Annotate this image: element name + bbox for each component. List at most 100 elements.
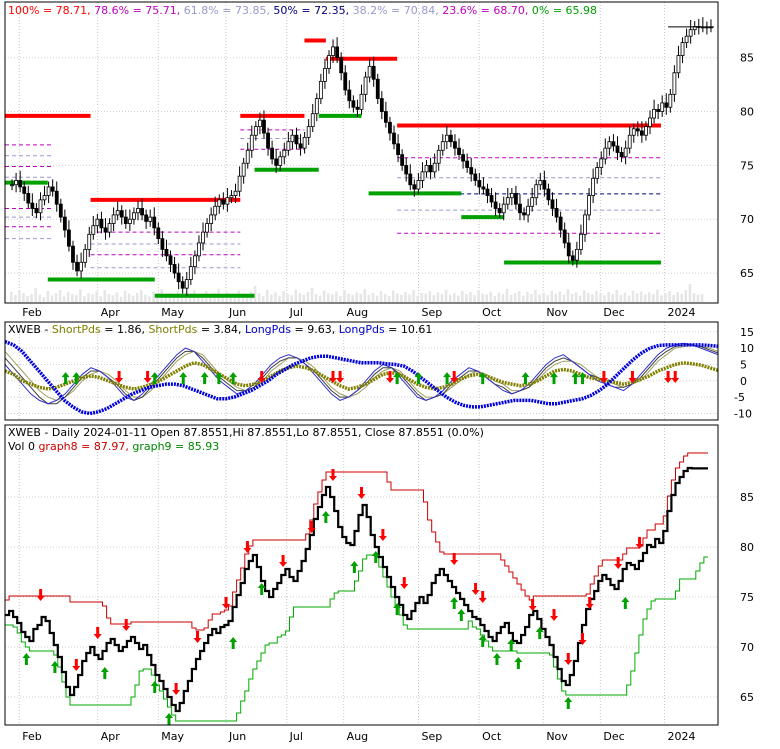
- candle-body: [522, 212, 526, 216]
- volume-bar: [452, 293, 456, 302]
- volume-bar: [34, 288, 37, 302]
- trail-month-label: Jun: [228, 730, 246, 743]
- candle-body: [241, 162, 246, 177]
- trail-buy-arrow: [450, 597, 459, 609]
- candle-body: [412, 184, 417, 190]
- candle-body: [168, 255, 173, 265]
- volume-bar: [367, 294, 371, 302]
- volume-bar: [652, 294, 655, 302]
- volume-bar: [562, 294, 566, 302]
- trail-buy-arrow: [514, 657, 523, 669]
- candle-body: [639, 130, 644, 136]
- candle-body: [331, 46, 335, 56]
- trail-buy-arrow: [535, 627, 544, 639]
- volume-bar: [156, 294, 159, 302]
- volume-bar: [310, 288, 314, 302]
- osc-raw-line: [4, 344, 719, 401]
- candle-body: [509, 192, 514, 199]
- volume-bar: [656, 289, 659, 302]
- candle-body: [282, 149, 287, 158]
- osc-y-tick-label: -10: [734, 407, 752, 420]
- candle-body: [388, 121, 392, 134]
- volume-bar: [408, 294, 411, 302]
- candle-body: [132, 212, 136, 220]
- close-step-line: [5, 466, 708, 713]
- price-y-tick-label: 80: [740, 106, 754, 119]
- trail-sell-arrow: [478, 591, 487, 603]
- volume-bar: [631, 290, 635, 302]
- volume-bar: [50, 295, 54, 302]
- volume-bar: [172, 296, 176, 302]
- volume-bar: [261, 296, 265, 302]
- volume-bar: [444, 289, 448, 302]
- trail-sell-arrow: [357, 487, 366, 499]
- osc-buy-arrow: [61, 372, 70, 385]
- candle-body: [95, 218, 100, 227]
- candle-body: [611, 141, 616, 147]
- candle-body: [318, 80, 323, 100]
- candle-body: [67, 229, 71, 247]
- candle-body: [127, 218, 132, 224]
- osc-y-tick-label: 5: [740, 358, 747, 371]
- trail-month-label: May: [161, 730, 184, 743]
- volume-bar: [582, 290, 586, 302]
- volume-bar: [253, 286, 257, 302]
- candle-body: [192, 255, 197, 268]
- fib-header-item: 100% = 78.71,: [8, 4, 91, 17]
- candle-body: [379, 98, 384, 112]
- volume-bar: [70, 294, 74, 302]
- candle-body: [54, 190, 59, 205]
- trail-buy-arrow: [564, 697, 573, 709]
- volume-bar: [200, 294, 204, 302]
- volume-bar: [570, 294, 574, 302]
- candle-body: [570, 255, 575, 261]
- price-frame: [4, 1, 719, 304]
- candle-body: [599, 158, 604, 168]
- trail-month-label: 2024: [668, 730, 696, 743]
- candle-body: [343, 72, 348, 91]
- candle-body: [237, 175, 242, 192]
- candle-body: [213, 205, 218, 216]
- candle-body: [501, 203, 506, 214]
- trail-legend-item: graph8 = 87.97,: [35, 440, 129, 453]
- volume-bar: [700, 294, 704, 302]
- candle-body: [233, 190, 238, 196]
- volume-bar: [111, 295, 115, 302]
- candle-body: [420, 171, 425, 181]
- osc-legend-item: = 3.84,: [197, 323, 245, 336]
- candle-body: [245, 149, 250, 164]
- volume-bar: [517, 291, 521, 302]
- osc-buy-arrow: [214, 372, 223, 385]
- volume-bar: [103, 290, 107, 302]
- trail-sell-arrow: [122, 619, 131, 631]
- volume-bar: [456, 295, 460, 302]
- candle-body: [574, 248, 579, 261]
- trail-month-label: Jul: [289, 730, 303, 743]
- price-month-label: Apr: [101, 306, 121, 319]
- volume-bar: [335, 291, 338, 302]
- price-y-tick-label: 75: [740, 159, 754, 172]
- osc-sell-arrow: [450, 371, 459, 383]
- osc-buy-arrow: [578, 372, 587, 385]
- candle-body: [652, 108, 656, 119]
- volume-bar: [119, 296, 123, 302]
- fib-header-item: 61.8% = 73.85,: [180, 4, 270, 17]
- candle-body: [107, 223, 112, 233]
- candle-body: [266, 132, 270, 149]
- price-y-tick-label: 70: [740, 213, 754, 226]
- volume-bar: [306, 292, 310, 302]
- trail-month-label: Nov: [546, 730, 568, 743]
- fib-header-item: 78.6% = 75.71,: [91, 4, 181, 17]
- volume-bar: [412, 290, 415, 302]
- candle-body: [526, 205, 531, 216]
- candle-body: [518, 203, 522, 214]
- volume-bar: [485, 294, 489, 302]
- volume-bar: [696, 294, 700, 302]
- volume-bar: [379, 291, 383, 302]
- candle-body: [83, 248, 88, 263]
- candle-body: [172, 264, 177, 274]
- candle-body: [197, 242, 201, 257]
- candle-body: [493, 201, 498, 209]
- candle-body: [550, 199, 555, 209]
- osc-buy-arrow: [179, 372, 188, 385]
